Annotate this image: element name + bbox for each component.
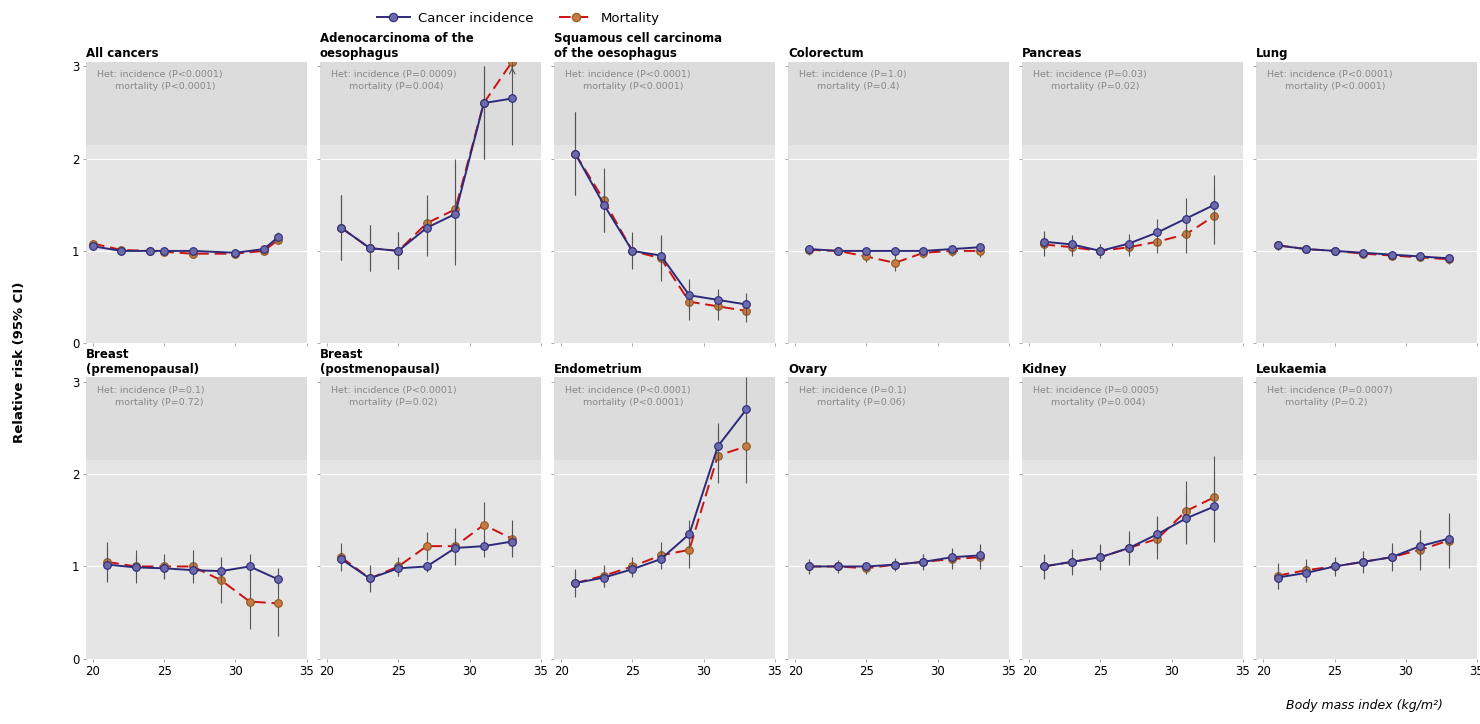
Text: Pancreas: Pancreas — [1023, 47, 1083, 60]
Bar — [320, 62, 540, 145]
Text: Het: incidence (P=0.1)
      mortality (P=0.72): Het: incidence (P=0.1) mortality (P=0.72… — [96, 386, 204, 407]
Text: Het: incidence (P<0.0001)
      mortality (P<0.0001): Het: incidence (P<0.0001) mortality (P<0… — [565, 386, 691, 407]
Bar — [86, 377, 306, 460]
Text: Squamous cell carcinoma
of the oesophagus: Squamous cell carcinoma of the oesophagu… — [554, 33, 722, 60]
Text: Endometrium: Endometrium — [554, 363, 642, 376]
Text: Het: incidence (P<0.0001)
      mortality (P<0.0001): Het: incidence (P<0.0001) mortality (P<0… — [565, 70, 691, 91]
Text: Het: incidence (P<0.0001)
      mortality (P<0.0001): Het: incidence (P<0.0001) mortality (P<0… — [96, 70, 222, 91]
Bar — [1257, 377, 1477, 460]
Bar — [554, 62, 776, 145]
Text: Breast
(postmenopausal): Breast (postmenopausal) — [320, 348, 440, 376]
Text: Het: incidence (P<0.0001)
      mortality (P<0.0001): Het: incidence (P<0.0001) mortality (P<0… — [1267, 70, 1393, 91]
Text: Body mass index (kg/m²): Body mass index (kg/m²) — [1286, 699, 1443, 712]
Bar — [787, 62, 1009, 145]
Text: Leukaemia: Leukaemia — [1257, 363, 1328, 376]
Text: Colorectum: Colorectum — [787, 47, 864, 60]
Bar — [1023, 377, 1243, 460]
Text: Ovary: Ovary — [787, 363, 827, 376]
Text: Breast
(premenopausal): Breast (premenopausal) — [86, 348, 198, 376]
Legend: Cancer incidence, Mortality: Cancer incidence, Mortality — [371, 7, 665, 30]
Text: Het: incidence (P<0.0001)
      mortality (P=0.02): Het: incidence (P<0.0001) mortality (P=0… — [332, 386, 457, 407]
Bar — [320, 377, 540, 460]
Text: Het: incidence (P=0.0009)
      mortality (P=0.004): Het: incidence (P=0.0009) mortality (P=0… — [332, 70, 457, 91]
Bar — [787, 377, 1009, 460]
Text: Kidney: Kidney — [1023, 363, 1067, 376]
Bar — [554, 377, 776, 460]
Text: Lung: Lung — [1257, 47, 1289, 60]
Text: Het: incidence (P=0.03)
      mortality (P=0.02): Het: incidence (P=0.03) mortality (P=0.0… — [1033, 70, 1147, 91]
Bar — [1257, 62, 1477, 145]
Bar — [1023, 62, 1243, 145]
Bar — [86, 62, 306, 145]
Text: Relative risk (95% CI): Relative risk (95% CI) — [13, 282, 25, 442]
Text: Het: incidence (P=1.0)
      mortality (P=0.4): Het: incidence (P=1.0) mortality (P=0.4) — [799, 70, 907, 91]
Text: All cancers: All cancers — [86, 47, 158, 60]
Text: Adenocarcinoma of the
oesophagus: Adenocarcinoma of the oesophagus — [320, 33, 474, 60]
Text: Het: incidence (P=0.1)
      mortality (P=0.06): Het: incidence (P=0.1) mortality (P=0.06… — [799, 386, 907, 407]
Text: Het: incidence (P=0.0007)
      mortality (P=0.2): Het: incidence (P=0.0007) mortality (P=0… — [1267, 386, 1393, 407]
Text: Het: incidence (P=0.0005)
      mortality (P=0.004): Het: incidence (P=0.0005) mortality (P=0… — [1033, 386, 1159, 407]
